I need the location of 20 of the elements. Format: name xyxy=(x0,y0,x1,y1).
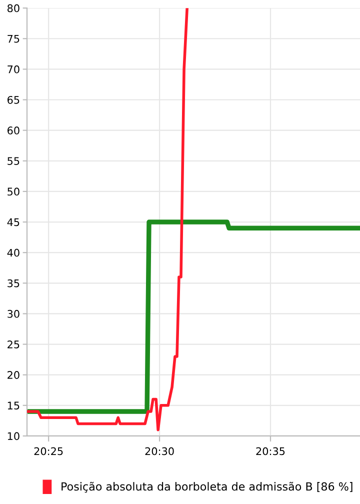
y-tick-label: 45 xyxy=(7,218,20,226)
legend-label: Posição absoluta da borboleta de admissão B [86 %] xyxy=(62,482,352,493)
y-tick-label: 25 xyxy=(8,340,20,348)
y-tick-label: 30 xyxy=(8,310,20,318)
y-tick-label: 70 xyxy=(8,65,20,74)
y-tick-label: 35 xyxy=(8,279,20,288)
x-tick-label: 20:30 xyxy=(145,447,174,456)
x-tick-label: 20:25 xyxy=(34,447,63,456)
y-tick-label: 65 xyxy=(8,96,20,104)
y-tick-label: 50 xyxy=(8,188,20,196)
y-tick-label: 55 xyxy=(8,157,20,165)
y-tick-label: 10 xyxy=(8,432,20,440)
y-tick-label: 75 xyxy=(8,34,20,43)
y-tick-label: 40 xyxy=(7,248,20,257)
y-tick-label: 15 xyxy=(8,402,20,410)
y-tick-label: 20 xyxy=(8,371,20,379)
y-tick-label: 60 xyxy=(8,126,20,134)
y-tick-label: 80 xyxy=(8,4,20,12)
x-tick-label: 20:35 xyxy=(256,447,285,456)
line-series xyxy=(27,8,188,432)
